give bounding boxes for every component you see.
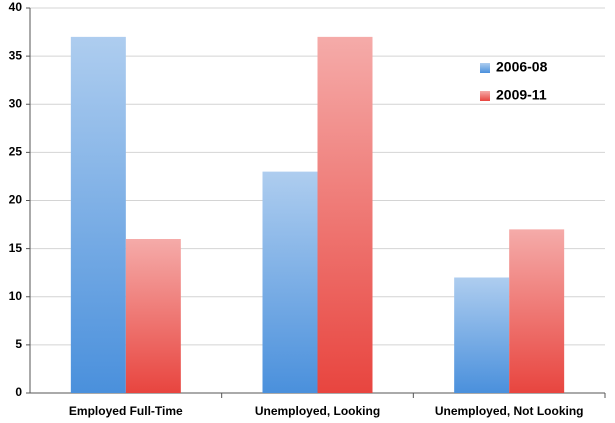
bar: [454, 277, 510, 393]
y-tick-label: 40: [9, 0, 23, 14]
y-tick-label: 0: [15, 385, 22, 399]
y-tick-label: 30: [9, 96, 23, 110]
y-tick-label: 20: [9, 193, 23, 207]
y-tick-label: 10: [9, 289, 23, 303]
y-tick-label: 15: [9, 241, 23, 255]
bar: [262, 171, 318, 393]
x-tick-label: Unemployed, Looking: [255, 404, 380, 418]
legend-swatch: [480, 91, 490, 101]
bar: [125, 239, 181, 393]
legend-label: 2009-11: [496, 87, 547, 103]
y-tick-label: 35: [9, 48, 23, 62]
y-tick-label: 5: [15, 337, 22, 351]
y-tick-label: 25: [9, 145, 23, 159]
legend-label: 2006-08: [496, 59, 548, 75]
legend-swatch: [480, 63, 490, 73]
x-tick-label: Employed Full-Time: [69, 404, 183, 418]
bar: [70, 36, 126, 393]
x-tick-label: Unemployed, Not Looking: [435, 404, 584, 418]
bar: [509, 229, 565, 393]
bar: [317, 36, 373, 393]
